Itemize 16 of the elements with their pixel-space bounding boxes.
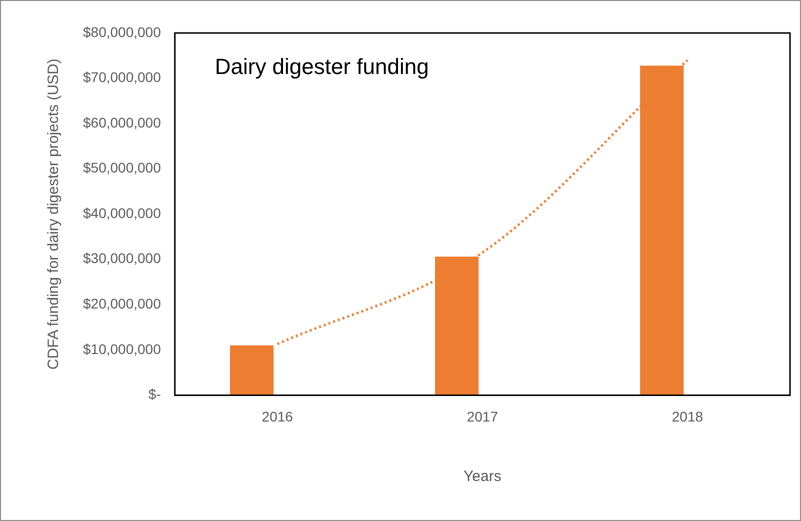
- x-axis-title: Years: [464, 468, 502, 486]
- y-axis-title: CDFA funding for dairy digester projects (USD): [45, 58, 62, 370]
- text: Dairy digester funding: [214, 54, 429, 80]
- x-tick-label: 2016: [262, 408, 294, 424]
- y-tick-label: $80,000,000: [82, 24, 162, 40]
- y-tick-label: $10,000,000: [82, 340, 162, 357]
- y-tick-label: $70,000,000: [82, 69, 162, 86]
- x-tick-label: 2017: [466, 408, 498, 424]
- y-tick-label: $30,000,000: [82, 250, 162, 266]
- y-tick-label: $-: [148, 386, 162, 402]
- x-tick-label: 2018: [672, 408, 704, 424]
- y-tick-label: $20,000,000: [82, 296, 162, 312]
- y-tick-label: $60,000,000: [82, 114, 162, 130]
- y-tick-label: $40,000,000: [82, 204, 162, 221]
- bar: [230, 345, 274, 396]
- y-tick-label: $50,000,000: [82, 160, 162, 176]
